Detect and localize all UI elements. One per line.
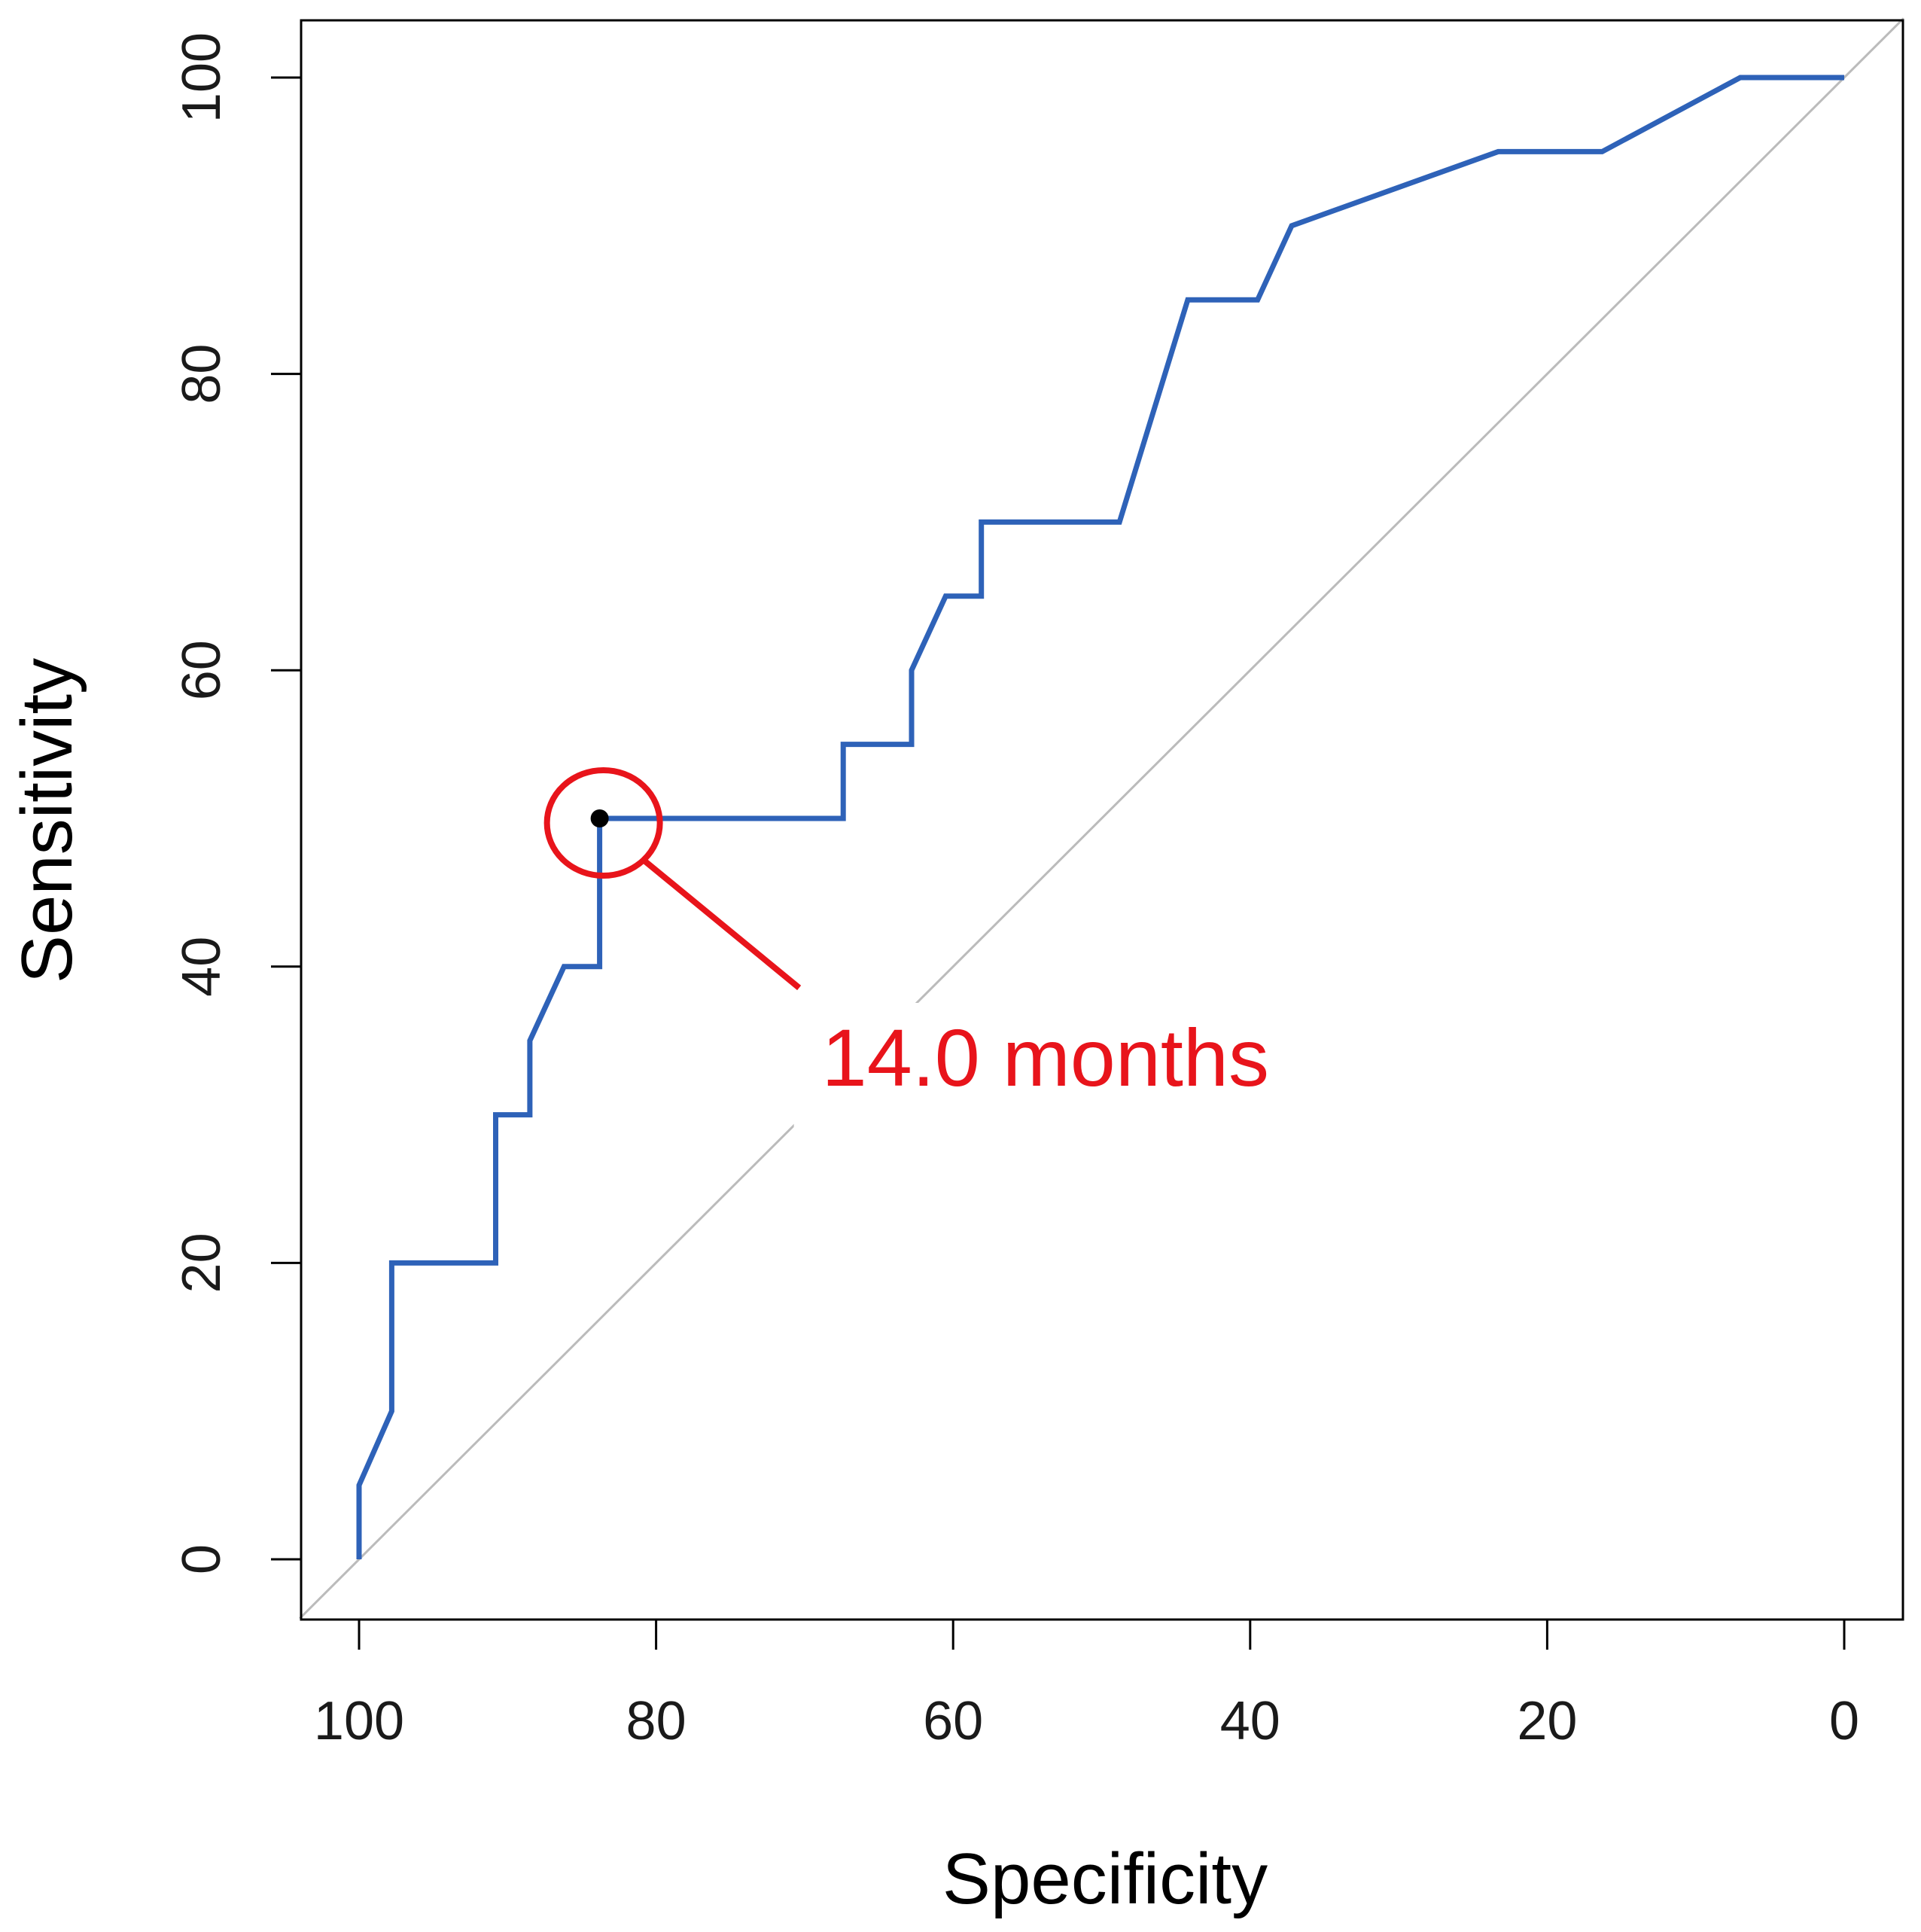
reference-diagonal-line xyxy=(299,17,1904,1620)
y-tick-label-60: 60 xyxy=(172,640,232,700)
plot-area xyxy=(299,17,1904,1620)
annotation: 14.0 months xyxy=(543,767,1283,1146)
y-tick-label-100: 100 xyxy=(172,32,232,123)
annotation-label: 14.0 months xyxy=(822,1012,1269,1103)
y-tick-label-0: 0 xyxy=(172,1544,232,1574)
x-tick-label-80: 80 xyxy=(626,1691,687,1751)
cutoff-highlight-ellipse xyxy=(543,767,663,879)
y-axis: 0 20 40 60 80 100 xyxy=(172,32,303,1574)
x-tick-label-0: 0 xyxy=(1829,1691,1859,1751)
x-tick-label-20: 20 xyxy=(1517,1691,1577,1751)
roc-series-line-0 xyxy=(356,75,1844,1559)
y-tick-label-80: 80 xyxy=(172,344,232,404)
y-tick-label-20: 20 xyxy=(172,1233,232,1293)
annotation-label-background xyxy=(793,1003,1283,1146)
x-tick-label-40: 40 xyxy=(1220,1691,1280,1751)
annotation-leader-line xyxy=(641,857,802,991)
x-tick-label-60: 60 xyxy=(923,1691,983,1751)
y-axis-title: Sensitivity xyxy=(7,658,87,983)
x-tick-label-100: 100 xyxy=(314,1691,404,1751)
x-axis-title: Specificity xyxy=(942,1839,1268,1919)
cutoff-point-marker xyxy=(590,809,609,827)
x-axis: 100 80 60 40 20 0 xyxy=(314,1618,1859,1751)
y-tick-label-40: 40 xyxy=(172,937,232,997)
